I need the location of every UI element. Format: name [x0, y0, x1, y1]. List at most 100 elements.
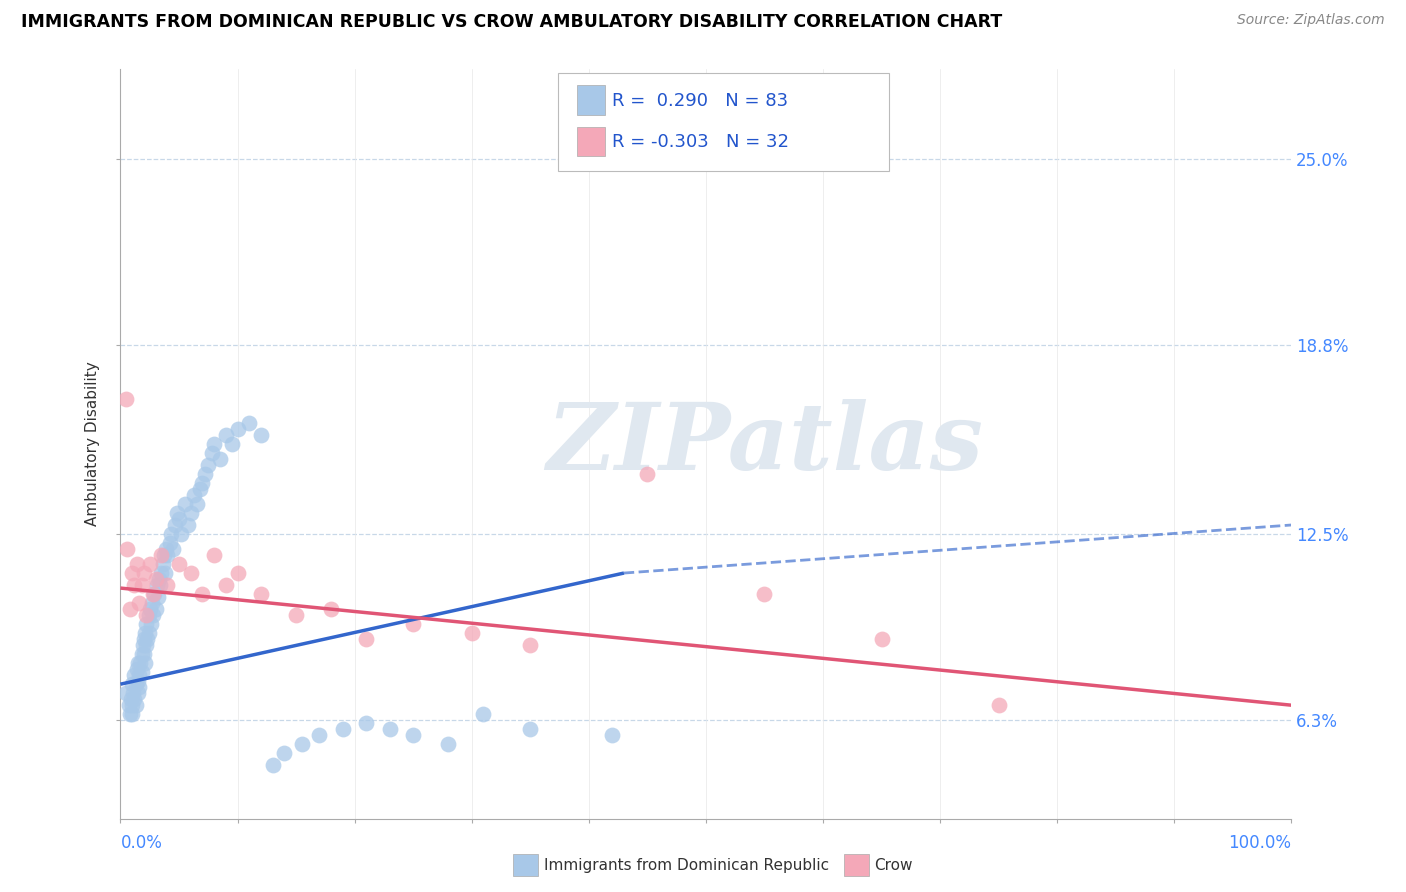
Point	[118, 707, 141, 722]
Point	[226, 566, 249, 580]
Point	[170, 527, 193, 541]
Point	[128, 668, 150, 682]
Point	[122, 686, 145, 700]
Point	[141, 596, 163, 610]
Point	[636, 467, 658, 481]
Point	[124, 668, 146, 682]
Point	[356, 716, 378, 731]
Point	[166, 506, 188, 520]
Point	[145, 572, 167, 586]
Point	[145, 578, 167, 592]
Point	[150, 566, 173, 580]
Point	[153, 566, 176, 580]
Y-axis label: Ambulatory Disability: Ambulatory Disability	[86, 361, 100, 526]
Point	[117, 698, 139, 713]
Point	[188, 482, 211, 496]
Point	[226, 422, 249, 436]
Point	[194, 467, 217, 481]
Point	[142, 587, 165, 601]
Point	[159, 527, 181, 541]
Point	[120, 692, 142, 706]
Point	[262, 758, 284, 772]
Point	[125, 557, 148, 571]
Point	[131, 638, 153, 652]
Point	[180, 506, 202, 520]
Point	[215, 428, 238, 442]
Point	[167, 557, 190, 571]
Point	[201, 446, 224, 460]
Point	[135, 638, 157, 652]
Text: R = -0.303   N = 32: R = -0.303 N = 32	[612, 133, 789, 151]
Point	[250, 428, 273, 442]
Point	[152, 548, 174, 562]
Point	[186, 497, 208, 511]
Point	[291, 737, 314, 751]
Point	[519, 638, 541, 652]
Text: Source: ZipAtlas.com: Source: ZipAtlas.com	[1237, 13, 1385, 28]
Point	[191, 587, 214, 601]
Point	[132, 566, 155, 580]
Point	[138, 557, 160, 571]
Point	[143, 587, 166, 601]
Point	[145, 602, 167, 616]
Point	[152, 557, 174, 571]
Point	[146, 590, 169, 604]
Point	[131, 578, 153, 592]
Point	[139, 617, 162, 632]
Point	[402, 728, 425, 742]
Point	[987, 698, 1010, 713]
Point	[128, 596, 150, 610]
Point	[134, 626, 156, 640]
Point	[138, 602, 160, 616]
Point	[134, 656, 156, 670]
Point	[118, 602, 141, 616]
Point	[356, 632, 378, 647]
Point	[115, 686, 138, 700]
Point	[132, 647, 155, 661]
Point	[124, 677, 146, 691]
Point	[125, 662, 148, 676]
Point	[519, 723, 541, 737]
Point	[600, 728, 623, 742]
Point	[121, 698, 143, 713]
Point	[250, 587, 273, 601]
Point	[162, 542, 184, 557]
Text: Crow: Crow	[875, 858, 912, 872]
Point	[128, 680, 150, 694]
Point	[132, 632, 155, 647]
Point	[167, 512, 190, 526]
Point	[148, 572, 170, 586]
Point	[321, 602, 343, 616]
Point	[156, 548, 179, 562]
Point	[191, 475, 214, 490]
Point	[127, 656, 149, 670]
Point	[121, 707, 143, 722]
Point	[135, 608, 157, 623]
Text: ZIPatlas: ZIPatlas	[546, 399, 983, 489]
Point	[115, 392, 138, 406]
Point	[159, 536, 181, 550]
Point	[238, 416, 260, 430]
Point	[472, 707, 495, 722]
Point	[121, 566, 143, 580]
Point	[117, 542, 139, 557]
Point	[202, 437, 225, 451]
Point	[131, 647, 153, 661]
Point	[208, 451, 231, 466]
Point	[149, 578, 172, 592]
Point	[177, 518, 200, 533]
Point	[127, 686, 149, 700]
Point	[308, 728, 330, 742]
Text: R =  0.290   N = 83: R = 0.290 N = 83	[612, 92, 787, 110]
Point	[870, 632, 893, 647]
Point	[402, 617, 425, 632]
Point	[215, 578, 238, 592]
Point	[754, 587, 776, 601]
Point	[183, 488, 205, 502]
Point	[124, 698, 146, 713]
Text: IMMIGRANTS FROM DOMINICAN REPUBLIC VS CROW AMBULATORY DISABILITY CORRELATION CHA: IMMIGRANTS FROM DOMINICAN REPUBLIC VS CR…	[21, 13, 1002, 31]
Point	[124, 692, 146, 706]
Point	[437, 737, 460, 751]
Text: 0.0%: 0.0%	[121, 834, 162, 852]
Point	[165, 518, 187, 533]
